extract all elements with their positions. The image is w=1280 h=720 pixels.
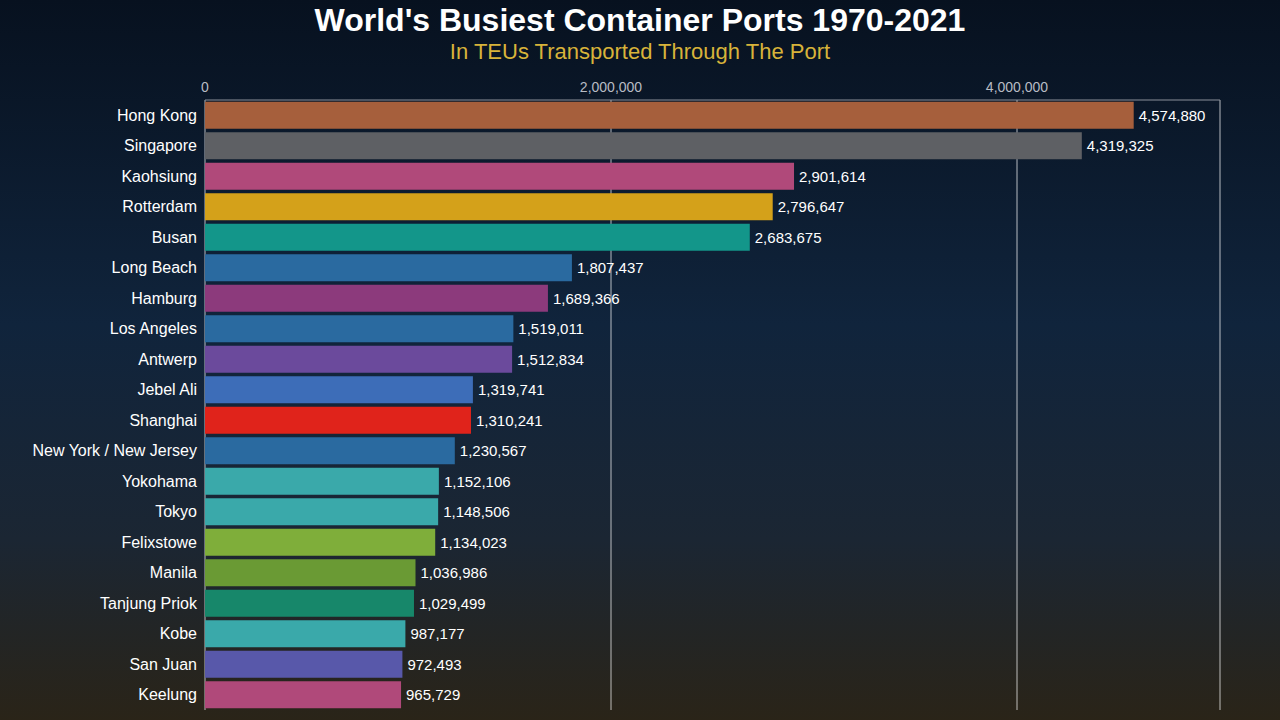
svg-text:1,230,567: 1,230,567	[460, 442, 527, 459]
svg-text:Tanjung Priok: Tanjung Priok	[100, 595, 198, 612]
svg-text:1,148,506: 1,148,506	[443, 503, 510, 520]
svg-text:972,493: 972,493	[407, 656, 461, 673]
svg-text:Hong Kong: Hong Kong	[117, 107, 197, 124]
svg-text:1,319,741: 1,319,741	[478, 381, 545, 398]
svg-text:San Juan: San Juan	[129, 656, 197, 673]
svg-text:Tokyo: Tokyo	[155, 503, 197, 520]
svg-text:2,000,000: 2,000,000	[580, 79, 642, 95]
svg-text:4,574,880: 4,574,880	[1139, 107, 1206, 124]
svg-text:Keelung: Keelung	[138, 686, 197, 703]
svg-text:1,036,986: 1,036,986	[421, 564, 488, 581]
svg-text:1,689,366: 1,689,366	[553, 290, 620, 307]
svg-text:Los Angeles: Los Angeles	[110, 320, 197, 337]
svg-text:Manila: Manila	[150, 564, 197, 581]
html-text:In TEUs Transported Through Th: In TEUs Transported Through The Port	[449, 39, 831, 64]
svg-text:2,683,675: 2,683,675	[755, 229, 822, 246]
svg-text:Felixstowe: Felixstowe	[121, 534, 197, 551]
svg-text:1,134,023: 1,134,023	[440, 534, 507, 551]
svg-text:Long Beach: Long Beach	[112, 259, 197, 276]
svg-text:Busan: Busan	[152, 229, 197, 246]
svg-text:Yokohama: Yokohama	[122, 473, 197, 490]
svg-text:4,319,325: 4,319,325	[1087, 137, 1154, 154]
svg-text:Kobe: Kobe	[160, 625, 197, 642]
svg-text:1,519,011: 1,519,011	[518, 320, 584, 337]
svg-text:Shanghai: Shanghai	[129, 412, 197, 429]
svg-text:1,029,499: 1,029,499	[419, 595, 486, 612]
svg-text:2,901,614: 2,901,614	[799, 168, 866, 185]
svg-text:987,177: 987,177	[410, 625, 464, 642]
svg-text:Rotterdam: Rotterdam	[122, 198, 197, 215]
svg-text:1,310,241: 1,310,241	[476, 412, 543, 429]
svg-text:1,152,106: 1,152,106	[444, 473, 511, 490]
svg-text:New York / New Jersey: New York / New Jersey	[32, 442, 197, 459]
svg-text:Hamburg: Hamburg	[131, 290, 197, 307]
svg-text:0: 0	[201, 79, 209, 95]
svg-text:965,729: 965,729	[406, 686, 460, 703]
svg-text:Antwerp: Antwerp	[138, 351, 197, 368]
svg-text:4,000,000: 4,000,000	[986, 79, 1048, 95]
svg-text:Kaohsiung: Kaohsiung	[121, 168, 197, 185]
html-text:World's Busiest Container Port: World's Busiest Container Ports 1970-202…	[314, 2, 966, 38]
svg-text:Singapore: Singapore	[124, 137, 197, 154]
svg-text:1,807,437: 1,807,437	[577, 259, 644, 276]
svg-text:2,796,647: 2,796,647	[778, 198, 845, 215]
svg-text:Jebel Ali: Jebel Ali	[137, 381, 197, 398]
svg-text:1,512,834: 1,512,834	[517, 351, 584, 368]
